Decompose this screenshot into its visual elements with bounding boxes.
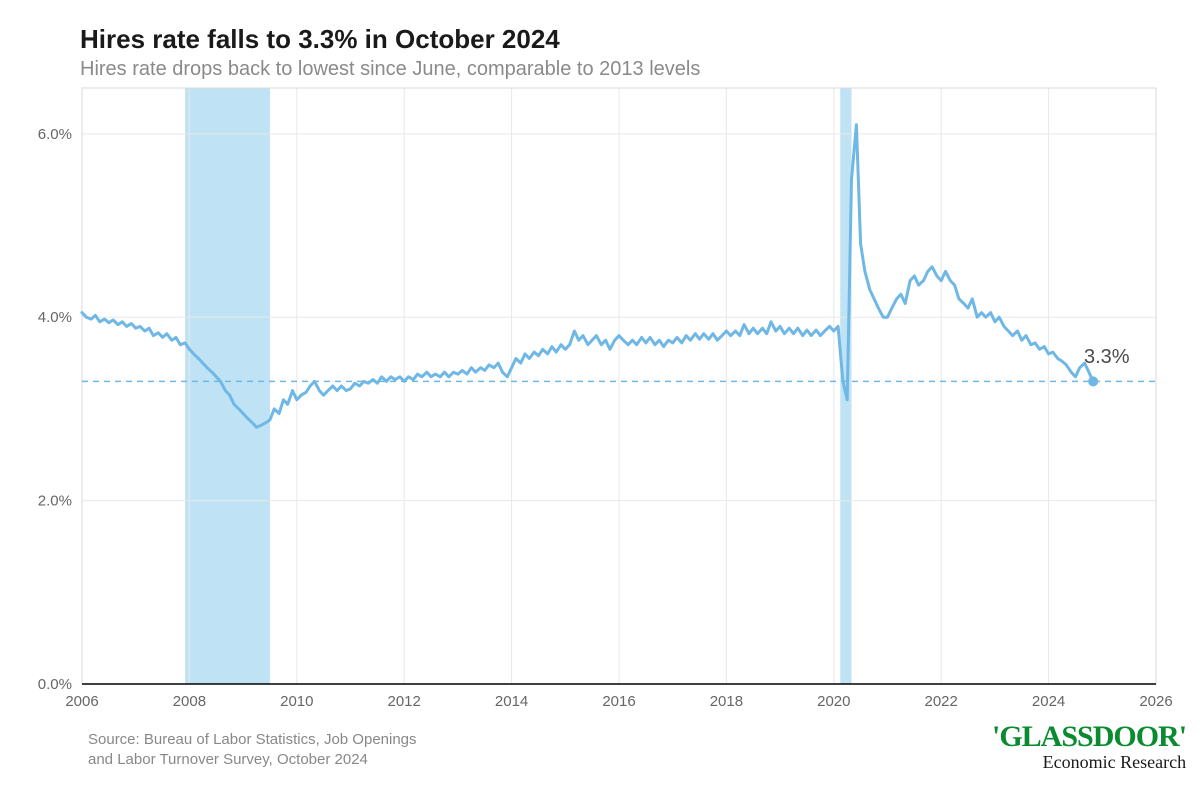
brand-block: 'GLASSDOOR' Economic Research — [992, 720, 1186, 773]
svg-text:2018: 2018 — [710, 693, 743, 710]
source-line-2: and Labor Turnover Survey, October 2024 — [88, 751, 368, 768]
svg-text:2024: 2024 — [1032, 693, 1065, 710]
source-line-1: Source: Bureau of Labor Statistics, Job … — [88, 731, 417, 748]
brand-subtext: Economic Research — [992, 752, 1186, 773]
svg-text:2.0%: 2.0% — [38, 493, 72, 510]
svg-text:2008: 2008 — [173, 693, 206, 710]
chart-plot-area: 2006 2008 2010 2012 2014 2016 2018 2020 2022 2024… — [0, 0, 1200, 800]
svg-text:6.0%: 6.0% — [38, 126, 72, 143]
svg-text:2012: 2012 — [388, 693, 421, 710]
svg-text:2020: 2020 — [817, 693, 850, 710]
svg-text:2010: 2010 — [280, 693, 313, 710]
svg-text:2026: 2026 — [1139, 693, 1172, 710]
svg-text:2006: 2006 — [65, 693, 98, 710]
svg-text:2022: 2022 — [925, 693, 958, 710]
brand-logo-text: 'GLASSDOOR' — [992, 720, 1186, 754]
svg-text:2016: 2016 — [602, 693, 635, 710]
svg-text:4.0%: 4.0% — [38, 309, 72, 326]
svg-text:0.0%: 0.0% — [38, 676, 72, 693]
end-value-annotation: 3.3% — [1084, 346, 1130, 369]
source-caption: Source: Bureau of Labor Statistics, Job … — [88, 730, 417, 771]
svg-text:2014: 2014 — [495, 693, 528, 710]
